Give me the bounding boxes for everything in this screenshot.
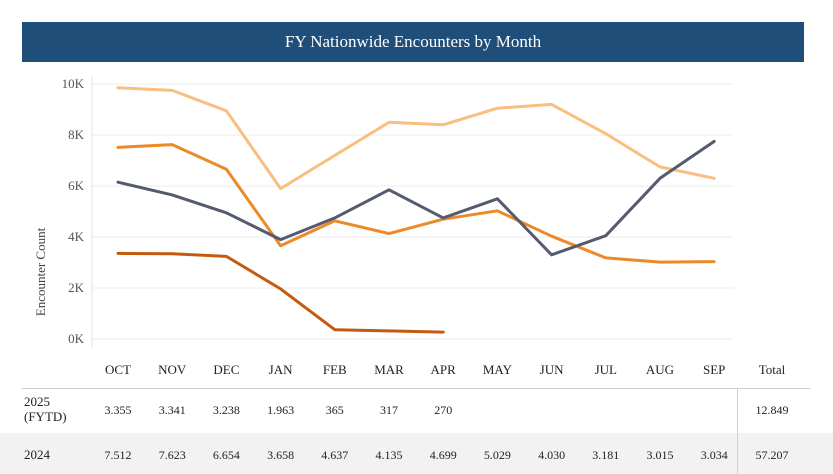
y-tick-label: 6K: [68, 178, 85, 193]
x-tick-label-oct: OCT: [105, 362, 131, 377]
x-tick-label-jan: JAN: [269, 362, 293, 377]
table-cell: 270: [434, 403, 453, 417]
y-tick-label: 0K: [68, 331, 85, 346]
chart-title: FY Nationwide Encounters by Month: [284, 32, 542, 51]
table-cell: 3.015: [646, 448, 674, 462]
series-lines: [116, 86, 716, 334]
grid-lines: [91, 76, 733, 347]
x-axis-month-labels: OCT NOV DEC JAN FEB MAR APR MAY JUN JUL AUG SEP: [105, 362, 725, 377]
y-tick-label: 2K: [68, 280, 85, 295]
x-tick-label-apr: APR: [431, 362, 457, 377]
x-tick-label-jul: JUL: [595, 362, 617, 377]
table-cell: 3.355: [104, 403, 132, 417]
table-cell: 5.029: [483, 448, 511, 462]
table-cell: 365: [325, 403, 344, 417]
table-cell-total: 12.849: [755, 403, 789, 417]
x-tick-label-mar: MAR: [374, 362, 404, 377]
y-tick-label: 8K: [68, 127, 85, 142]
table-divider: [22, 388, 810, 389]
table-cell: 3.341: [158, 403, 186, 417]
table-cell: 4.135: [375, 448, 403, 462]
table-cell: 3.034: [700, 448, 728, 462]
series-line-4: [116, 251, 445, 334]
x-tick-label-feb: FEB: [323, 362, 347, 377]
row-label-year: 2024: [24, 447, 50, 462]
table-cell: 3.181: [592, 448, 620, 462]
y-tick-label: 10K: [62, 76, 85, 91]
x-tick-label-may: MAY: [483, 362, 513, 377]
y-tick-label: 4K: [68, 229, 85, 244]
table-cell: 4.637: [321, 448, 349, 462]
table-cell: 4.699: [429, 448, 457, 462]
table-row-2024: 2024 7.512 7.623 6.654 3.658 4.637 4.135 4.699…: [0, 433, 833, 474]
table-cell: 7.512: [104, 448, 132, 462]
y-axis-label: Encounter Count: [33, 227, 48, 316]
x-tick-label-sep: SEP: [703, 362, 725, 377]
table-cell: 3.238: [212, 403, 240, 417]
table-row-2025: 2025 (FYTD) 3.355 3.341 3.238 1.963 365 317 27…: [0, 388, 833, 429]
line-chart: 0K 2K 4K 6K 8K 10K Encounter Count OCT NOV DEC J…: [33, 76, 786, 377]
total-column-divider: [737, 388, 738, 474]
table-cell: 317: [380, 403, 398, 417]
x-tick-label-jun: JUN: [540, 362, 564, 377]
series-line-3: [116, 139, 716, 257]
y-axis-ticks: 0K 2K 4K 6K 8K 10K: [62, 76, 85, 346]
x-tick-label-aug: AUG: [646, 362, 674, 377]
x-tick-label-dec: DEC: [213, 362, 239, 377]
row-label: 2025 (FYTD): [24, 394, 67, 424]
table-cell: 6.654: [212, 448, 240, 462]
table-cell: 3.658: [267, 448, 295, 462]
chart-title-bar: FY Nationwide Encounters by Month: [22, 22, 804, 62]
total-column-header: Total: [759, 362, 786, 377]
table-cell-total: 57.207: [755, 448, 789, 462]
table-cell: 4.030: [538, 448, 566, 462]
series-line-2: [116, 143, 716, 264]
table-cell: 1.963: [267, 403, 295, 417]
row-label-note: (FYTD): [24, 409, 67, 424]
table-cell: 7.623: [158, 448, 186, 462]
row-label-year: 2025: [24, 394, 50, 409]
x-tick-label-nov: NOV: [158, 362, 187, 377]
row-label: 2024: [24, 447, 50, 462]
series-line-1: [116, 86, 716, 191]
